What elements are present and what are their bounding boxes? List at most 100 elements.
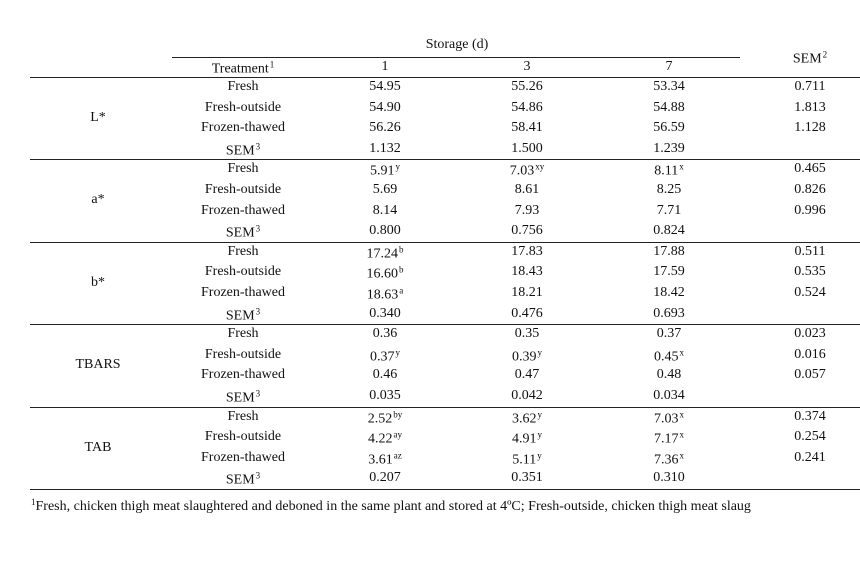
value-cell: 18.63a	[367, 283, 404, 304]
rule	[30, 77, 860, 78]
value-cell: 0.310	[653, 470, 685, 486]
value-cell-sup: y	[537, 450, 542, 461]
value-cell: 54.90	[369, 99, 401, 115]
value-cell: 3.61az	[368, 447, 402, 468]
value-cell-text: 7.03	[654, 411, 679, 427]
footnote-text: Fresh, chicken thigh meat slaughtered an…	[35, 499, 751, 514]
value-cell: 0.476	[511, 305, 543, 321]
footnote: 1Fresh, chicken thigh meat slaughtered a…	[30, 494, 830, 515]
treatment-cell-sup: 3	[255, 223, 261, 234]
treatment-cell: Frozen-thawed	[201, 120, 285, 136]
value-cell-sup: y	[537, 409, 543, 420]
value-cell-sup: y	[395, 347, 401, 358]
value-cell-text: 0.37	[370, 349, 395, 365]
treatment-cell: Frozen-thawed	[201, 285, 285, 300]
value-cell-sup: x	[679, 161, 684, 172]
group-label: a*	[91, 192, 105, 208]
treatment-cell-sup: 3	[255, 306, 261, 317]
treatment-cell: Fresh-outside	[204, 429, 282, 445]
value-cell-sup: a	[399, 285, 404, 296]
treatment-cell: SEM3	[226, 138, 260, 159]
value-cell-text: 7.03	[509, 163, 535, 179]
header-treatment-sup: 1	[269, 59, 275, 70]
value-cell-text: 4.22	[368, 431, 393, 447]
value-cell-sup: ay	[393, 429, 403, 440]
value-cell: 8.11x	[654, 159, 683, 180]
treatment-cell: SEM3	[226, 468, 260, 489]
rule	[30, 159, 860, 160]
value-cell: 0.39y	[512, 344, 542, 365]
header-day: 3	[523, 59, 531, 74]
value-cell-text: 18.63	[366, 287, 399, 303]
value-cell: 5.69	[372, 182, 398, 197]
value-cell: 17.24b	[367, 241, 404, 262]
value-cell-sup: b	[399, 244, 404, 255]
value-cell: 17.83	[511, 243, 543, 259]
value-cell-text: 3.61	[368, 452, 393, 468]
value-cell: 7.71	[656, 202, 682, 218]
value-cell: 0.035	[369, 388, 401, 403]
value-cell-sup: x	[679, 450, 685, 461]
value-cell: 0.48	[656, 367, 682, 383]
value-cell: 0.351	[511, 470, 543, 486]
value-cell: 0.340	[369, 305, 401, 321]
value-cell-text: 8.11	[654, 163, 679, 179]
treatment-cell-sup: 3	[255, 141, 261, 152]
value-cell: 8.14	[372, 202, 398, 218]
value-cell-text: 4.91	[512, 431, 537, 447]
value-cell: 0.37y	[370, 344, 400, 365]
value-cell: 8.25	[656, 182, 682, 197]
value-cell-sup: x	[679, 409, 685, 420]
rule	[30, 324, 860, 325]
header-storage: Storage (d)	[425, 37, 489, 52]
value-cell: 1.132	[369, 140, 401, 156]
value-cell-sup: y	[537, 347, 543, 358]
value-cell-sup: by	[393, 409, 403, 420]
value-cell-text: 5.91	[370, 163, 395, 179]
group-label: L*	[90, 109, 106, 125]
value-cell: 1.128	[794, 120, 826, 136]
value-cell: 58.41	[511, 120, 543, 136]
value-cell: 0.034	[653, 388, 685, 403]
value-cell: 0.47	[514, 367, 540, 383]
treatment-cell-text: SEM	[225, 308, 255, 324]
value-cell-sup: y	[537, 429, 543, 440]
treatment-cell: Fresh-outside	[204, 346, 282, 362]
value-cell-text: 7.17	[654, 431, 679, 447]
value-cell: 7.93	[514, 202, 540, 218]
value-cell: 0.524	[794, 285, 826, 300]
value-cell-text: 0.45	[654, 349, 679, 365]
value-cell: 0.711	[794, 79, 826, 94]
value-cell: 0.535	[794, 264, 826, 280]
value-cell: 54.88	[653, 99, 685, 115]
header-sem: SEM2	[793, 47, 827, 68]
treatment-cell-sup: 3	[255, 470, 261, 481]
treatment-cell: Fresh	[227, 161, 259, 177]
treatment-cell: Fresh-outside	[204, 264, 282, 280]
value-cell: 18.43	[511, 264, 543, 280]
value-cell: 0.207	[369, 470, 401, 486]
value-cell: 0.756	[511, 223, 543, 239]
value-cell: 56.26	[369, 120, 401, 136]
rule	[30, 489, 860, 490]
value-cell: 56.59	[653, 120, 685, 136]
value-cell-sup: y	[395, 161, 401, 172]
group-label: TAB	[84, 439, 112, 455]
treatment-cell-text: SEM	[225, 143, 255, 159]
treatment-cell-sup: 3	[255, 388, 261, 399]
group-label: TBARS	[75, 357, 121, 373]
value-cell-text: 2.52	[367, 411, 393, 427]
value-cell: 0.511	[794, 243, 826, 259]
header-treatment: Treatment1	[212, 57, 275, 78]
value-cell: 0.45x	[654, 344, 684, 365]
value-cell: 4.22ay	[368, 427, 402, 448]
treatment-cell: Frozen-thawed	[201, 367, 285, 383]
value-cell-sup: x	[679, 429, 685, 440]
value-cell: 0.023	[794, 326, 826, 342]
header-day: 1	[381, 59, 389, 74]
value-cell: 18.42	[653, 285, 685, 300]
treatment-cell: Frozen-thawed	[201, 202, 285, 218]
header-sem-text: SEM	[792, 51, 822, 67]
value-cell: 5.91y	[370, 159, 400, 180]
header-treatment-text: Treatment	[211, 61, 269, 77]
